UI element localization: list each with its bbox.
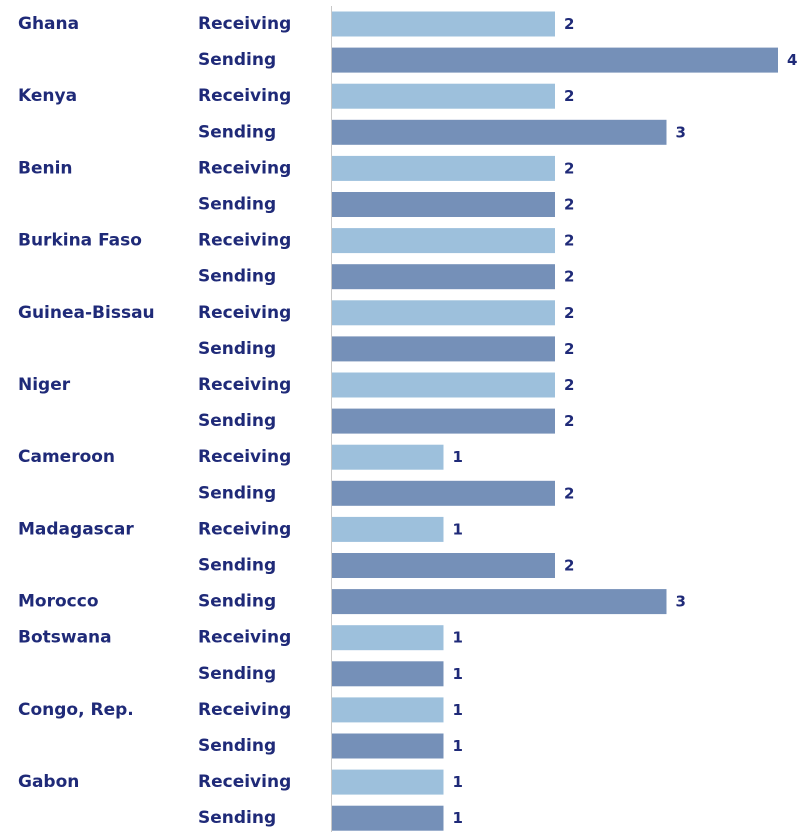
country-label: Benin [18, 158, 73, 178]
bar-type-label: Receiving [198, 700, 291, 720]
bar-type-label: Sending [198, 664, 276, 684]
country-label: Morocco [18, 592, 99, 612]
country-label: Botswana [18, 628, 112, 648]
bar-value-label: 2 [564, 340, 574, 358]
bar-sending [332, 408, 555, 434]
bar-type-label: Sending [198, 267, 276, 287]
bar-type-label: Receiving [198, 231, 291, 251]
country-label: Gabon [18, 772, 79, 792]
bar-type-label: Sending [198, 808, 276, 828]
bar-sending [332, 553, 555, 578]
bar-type-label: Receiving [198, 628, 291, 648]
bar-value-label: 1 [453, 629, 463, 647]
bar-sending [332, 47, 778, 73]
bar-sending [332, 733, 444, 759]
bar-value-label: 2 [564, 87, 574, 105]
bar-value-label: 1 [453, 773, 463, 791]
bar-type-label: Sending [198, 556, 276, 576]
bar-value-label: 2 [564, 484, 574, 502]
country-label: Cameroon [18, 447, 115, 467]
bar-type-label: Sending [198, 122, 276, 142]
bar-value-label: 4 [787, 51, 797, 69]
bar-value-label: 2 [564, 304, 574, 322]
bar-value-label: 2 [564, 376, 574, 394]
bar-value-label: 2 [564, 15, 574, 33]
bar-type-label: Sending [198, 592, 276, 612]
bar-receiving [332, 83, 555, 109]
bar-type-label: Sending [198, 736, 276, 756]
country-label: Burkina Faso [18, 231, 142, 251]
bar-receiving [332, 625, 444, 651]
bar-type-label: Sending [198, 411, 276, 431]
bar-sending [332, 192, 555, 217]
bar-sending [332, 589, 667, 615]
bar-receiving [332, 155, 555, 181]
bar-value-label: 2 [564, 557, 574, 575]
bar-type-label: Receiving [198, 772, 291, 792]
bar-value-label: 1 [453, 701, 463, 719]
bar-value-label: 2 [564, 268, 574, 286]
bar-value-label: 3 [676, 123, 686, 141]
bar-receiving [332, 516, 444, 542]
bar-receiving [332, 444, 444, 470]
bar-sending [332, 119, 667, 145]
bar-type-label: Receiving [198, 14, 291, 34]
bar-value-label: 1 [453, 809, 463, 827]
bar-receiving [332, 769, 444, 795]
bar-type-label: Receiving [198, 158, 291, 178]
bar-value-label: 3 [676, 593, 686, 611]
bar-sending [332, 805, 444, 831]
chart-rows: Ghana Receiving 2 Sending 4 Kenya Receiving 2 Se… [18, 11, 797, 831]
bar-receiving [332, 697, 444, 723]
country-label: Niger [18, 375, 71, 395]
bar-value-label: 2 [564, 196, 574, 214]
bar-value-label: 1 [453, 520, 463, 538]
bar-type-label: Receiving [198, 447, 291, 467]
country-label: Guinea-Bissau [18, 303, 155, 323]
bar-sending [332, 336, 555, 362]
bar-sending [332, 480, 555, 506]
bar-type-label: Receiving [198, 375, 291, 395]
bar-sending [332, 264, 555, 290]
bar-type-label: Sending [198, 50, 276, 70]
bar-type-label: Receiving [198, 86, 291, 106]
bar-value-label: 2 [564, 232, 574, 250]
country-label: Congo, Rep. [18, 700, 134, 720]
bar-receiving [332, 228, 555, 254]
bar-value-label: 2 [564, 159, 574, 177]
bar-type-label: Receiving [198, 303, 291, 323]
bar-type-label: Sending [198, 195, 276, 215]
bar-value-label: 2 [564, 412, 574, 430]
bar-type-label: Receiving [198, 519, 291, 539]
country-label: Madagascar [18, 519, 134, 539]
bar-type-label: Sending [198, 483, 276, 503]
bar-receiving [332, 372, 555, 398]
bar-receiving [332, 300, 555, 326]
bar-receiving [332, 11, 555, 37]
country-label: Ghana [18, 14, 79, 34]
bar-value-label: 1 [453, 737, 463, 755]
bar-type-label: Sending [198, 339, 276, 359]
bar-value-label: 1 [453, 448, 463, 466]
bar-sending [332, 661, 444, 687]
bar-value-label: 1 [453, 665, 463, 683]
country-label: Kenya [18, 86, 77, 106]
